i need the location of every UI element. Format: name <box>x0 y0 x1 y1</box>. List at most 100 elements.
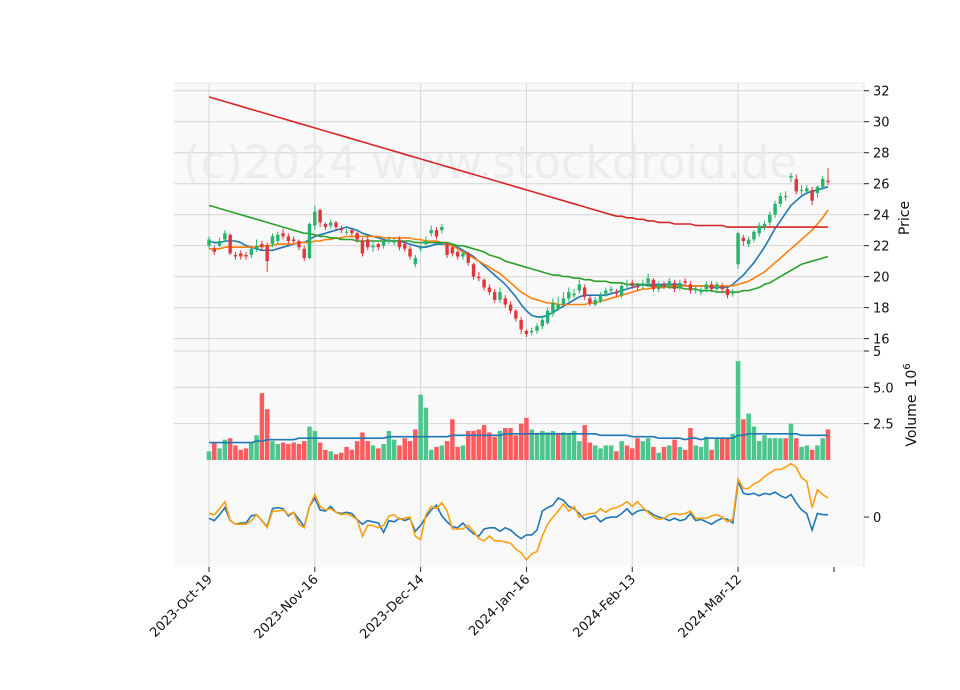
candle-body <box>614 292 619 294</box>
indicator-tick-label: 0 <box>873 511 881 526</box>
watermark: (c)2024 www.stockdroid.de <box>183 136 797 189</box>
price-axis-label: Price <box>897 201 913 235</box>
volume-bar <box>751 426 757 460</box>
candle-body <box>397 239 402 248</box>
x-tick-label: 2023-Nov-16 <box>252 572 322 642</box>
candle-body <box>233 254 238 257</box>
volume-bar <box>434 446 439 460</box>
candle-body <box>709 284 714 290</box>
volume-bar <box>423 407 429 460</box>
volume-ma-line <box>209 432 828 444</box>
candle-body <box>323 223 328 228</box>
volume-bar <box>259 393 265 460</box>
volume-bar <box>217 448 222 460</box>
candle-body <box>704 284 709 290</box>
candle-body <box>635 285 640 288</box>
volume-bar <box>635 438 640 460</box>
volume-bar <box>471 430 476 460</box>
volume-y-axis: 2.5 5.0 5 <box>864 345 894 433</box>
candle-body <box>434 230 439 237</box>
volume-bar <box>677 446 683 460</box>
candle-body <box>551 302 555 314</box>
volume-bar <box>291 442 296 460</box>
candle-body <box>736 233 740 265</box>
volume-bar <box>719 438 725 460</box>
volume-bar <box>243 448 249 460</box>
price-tick-label: 22 <box>873 240 890 255</box>
price-tick-label: 26 <box>873 178 890 193</box>
candle-body <box>408 248 412 257</box>
candle-body <box>757 225 761 234</box>
candle-body <box>746 239 751 245</box>
candle-body <box>699 290 703 293</box>
candle-body <box>291 239 296 242</box>
candle-body <box>217 241 222 246</box>
volume-bar <box>825 429 831 460</box>
volume-bar <box>820 438 825 460</box>
price-tick-label: 28 <box>873 147 890 162</box>
volume-bar <box>439 445 445 460</box>
candle-body <box>471 264 476 277</box>
volume-bar <box>624 445 630 460</box>
volume-bar <box>693 445 698 460</box>
x-tick-label: 2024-Jan-16 <box>466 572 533 639</box>
volume-bar <box>413 429 418 460</box>
volume-bar <box>460 445 466 460</box>
candle-body <box>254 245 259 249</box>
candle-body <box>768 214 772 223</box>
candle-body <box>540 320 545 327</box>
candle-body <box>646 278 650 283</box>
candle-body <box>762 223 767 228</box>
volume-bar <box>725 438 730 460</box>
volume-bar <box>598 448 603 460</box>
volume-bar <box>481 425 487 460</box>
candle-body <box>466 253 470 263</box>
volume-bars <box>206 361 831 460</box>
candle-body <box>418 247 423 249</box>
volume-bar <box>270 441 275 460</box>
volume-bar <box>465 430 471 460</box>
candle-body <box>672 282 677 290</box>
candle-body <box>297 241 301 248</box>
volume-bar <box>762 435 767 460</box>
candle-body <box>223 233 227 240</box>
volume-bar <box>794 438 799 460</box>
candle-body <box>270 236 275 245</box>
candle-body <box>656 284 661 290</box>
candle-body <box>376 244 381 248</box>
volume-bar <box>682 449 688 460</box>
indicator-lines <box>208 462 829 562</box>
volume-moving-average <box>209 432 828 444</box>
candle-body <box>731 292 735 294</box>
candle-body <box>683 281 687 283</box>
volume-bar <box>312 430 318 460</box>
candle-body <box>503 298 507 305</box>
candle-body <box>387 239 391 242</box>
sma-line-3 <box>208 204 829 293</box>
volume-bar <box>730 433 736 460</box>
volume-bar <box>815 445 820 460</box>
volume-bar <box>354 441 360 460</box>
candle-body <box>641 284 645 286</box>
candle-body <box>577 284 582 291</box>
price-tick-label: 32 <box>873 85 890 100</box>
candle-body <box>783 196 788 198</box>
candle-body <box>403 244 407 249</box>
candle-body <box>355 233 359 240</box>
volume-bar <box>238 449 243 460</box>
candle-body <box>799 189 804 191</box>
price-y-axis: 16 18 20 22 24 26 28 30 32 <box>864 85 890 348</box>
candle-body <box>815 186 820 193</box>
candle-body <box>741 237 746 242</box>
volume-bar <box>418 394 423 460</box>
volume-bar <box>629 448 635 460</box>
volume-bar <box>407 441 413 460</box>
volume-bar <box>672 439 677 460</box>
candle-body <box>678 282 682 288</box>
candle-body <box>318 210 322 223</box>
volume-bar <box>444 441 450 460</box>
volume-tick-label: 5.0 <box>873 381 894 396</box>
volume-bar <box>529 429 534 460</box>
candlesticks <box>207 168 830 338</box>
